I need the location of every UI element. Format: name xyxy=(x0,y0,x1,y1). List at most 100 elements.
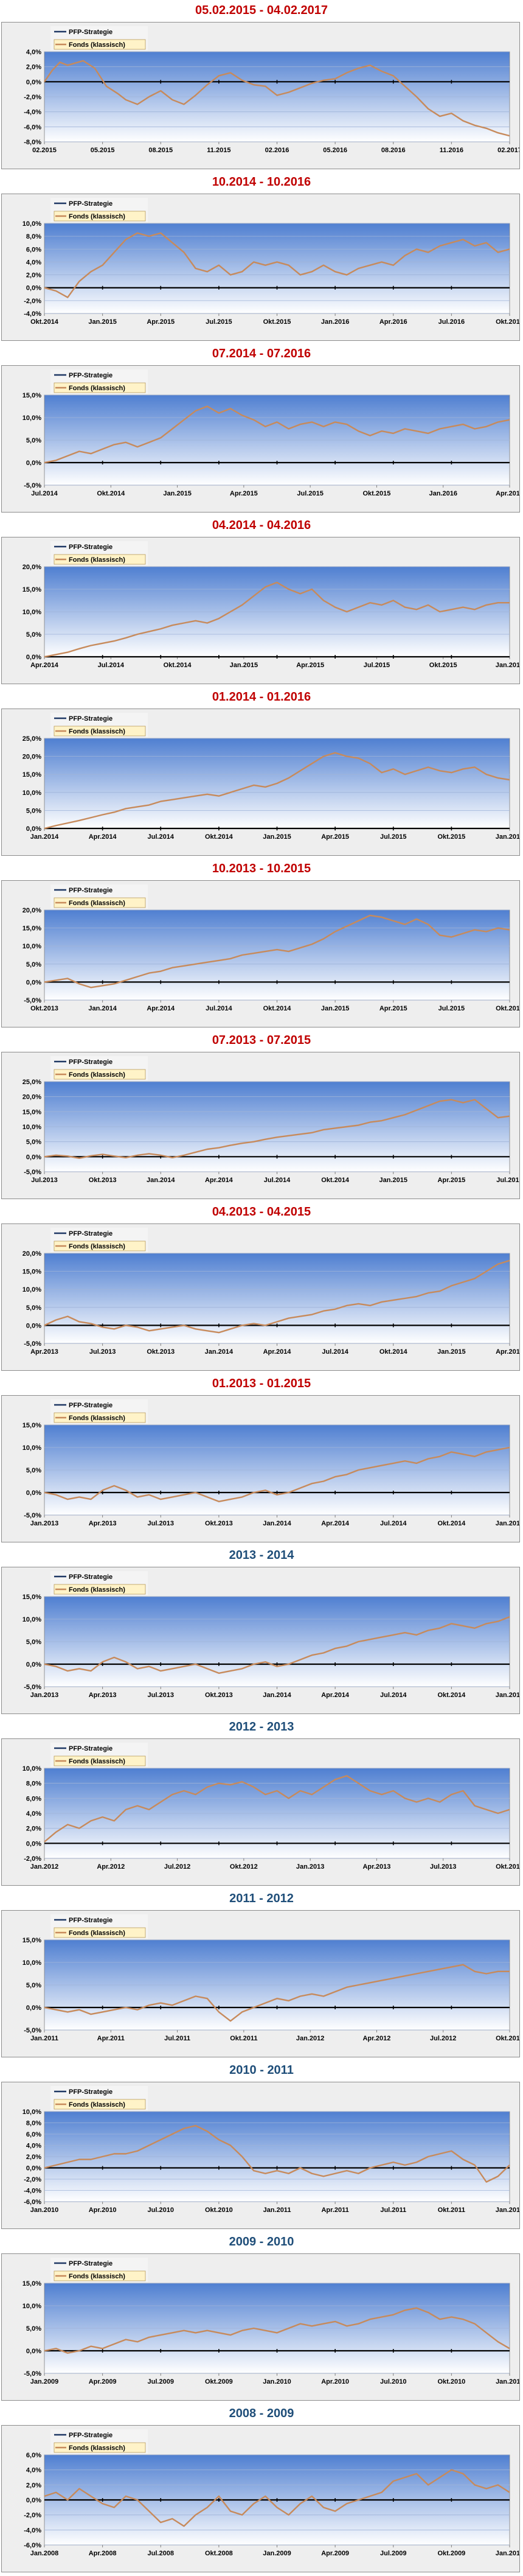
chart-frame: 20,0% 15,0% 10,0% 5,0% 0,0% -5,0% Apr.2013 Jul.… xyxy=(1,1223,520,1371)
chart-title: 01.2013 - 01.2015 xyxy=(212,1377,311,1390)
y-tick-label: -2,0% xyxy=(24,1855,41,1863)
y-tick-label: 5,0% xyxy=(26,1982,41,1989)
x-tick-label: Apr.2015 xyxy=(321,833,349,841)
legend: PFP-Strategie Fonds (klassisch) xyxy=(50,26,148,51)
chart-frame: 20,0% 15,0% 10,0% 5,0% 0,0% -5,0% Okt.2013 Jan.… xyxy=(1,880,520,1027)
series-line-fonds-klassisch xyxy=(44,1259,510,1334)
series-line-fonds-klassisch xyxy=(44,581,510,658)
chart-frame: 4,0% 2,0% 0,0% -2,0% -4,0% -6,0% -8,0% 02.2015 0… xyxy=(1,22,520,169)
y-tick-label: 6,0% xyxy=(26,2452,41,2459)
x-tick-label: Jan.2015 xyxy=(88,318,116,326)
x-tick-label: Jan.2015 xyxy=(163,490,191,497)
series-line-fonds-klassisch xyxy=(44,1616,510,1675)
x-tick-label: Okt.2013 xyxy=(496,1863,519,1871)
x-tick-label: Apr.2013 xyxy=(89,1520,117,1527)
y-tick-label: 2,0% xyxy=(26,272,41,279)
y-tick-label: 15,0% xyxy=(23,586,41,593)
chart-title: 04.2013 - 04.2015 xyxy=(212,1205,311,1219)
y-tick-label: 15,0% xyxy=(23,1269,41,1276)
chart-frame: 20,0% 15,0% 10,0% 5,0% 0,0% Apr.2014 Jul.2014 O… xyxy=(1,537,520,684)
x-tick-label: Apr.2014 xyxy=(321,1520,350,1527)
y-tick-label: 6,0% xyxy=(26,1795,41,1802)
x-tick-label: Okt.2011 xyxy=(438,2207,465,2214)
x-tick-label: Jan.2015 xyxy=(263,833,291,841)
chart-title: 10.2013 - 10.2015 xyxy=(212,862,311,875)
y-tick-label: 0,0% xyxy=(26,1661,41,1668)
y-tick-label: 15,0% xyxy=(23,1594,41,1601)
x-tick-label: Jul.2008 xyxy=(148,2550,174,2557)
x-tick-label: Jan.2012 xyxy=(296,2035,324,2042)
x-tick-label: 08.2016 xyxy=(381,147,406,154)
legend-label-fonds: Fonds (klassisch) xyxy=(69,728,125,735)
legend-label-fonds: Fonds (klassisch) xyxy=(69,213,125,220)
y-tick-label: -4,0% xyxy=(24,310,41,318)
x-tick-label: Okt.2015 xyxy=(496,1005,519,1012)
y-tick-label: 0,0% xyxy=(26,1840,41,1847)
legend-highlight xyxy=(54,2442,146,2453)
chart-panel: 07.2014 - 07.2016 15,0% 10,0% 5,0% 0,0% -5,0%… xyxy=(0,343,523,515)
x-tick-label: Okt.2013 xyxy=(89,1177,117,1184)
chart-frame: 25,0% 20,0% 15,0% 10,0% 5,0% 0,0% Jan.2014 Apr.… xyxy=(1,709,520,856)
legend-label-fonds: Fonds (klassisch) xyxy=(69,1586,125,1594)
legend-label-pfp-strategie: PFP-Strategie xyxy=(69,2432,113,2439)
x-tick-label: Jan.2013 xyxy=(30,1692,58,1699)
y-tick-label: 10,0% xyxy=(23,415,41,422)
legend: PFP-Strategie Fonds (klassisch) xyxy=(50,713,148,737)
y-tick-label: 4,0% xyxy=(26,1810,41,1818)
series-line-fonds-klassisch xyxy=(44,1446,510,1503)
x-tick-label: Okt.2016 xyxy=(496,318,519,326)
y-tick-label: 10,0% xyxy=(23,1286,41,1293)
y-tick-label: -6,0% xyxy=(24,124,41,131)
chart-svg: 15,0% 10,0% 5,0% 0,0% -5,0%Jan.2013 Apr.2013 J… xyxy=(23,1571,519,1699)
y-tick-label: -5,0% xyxy=(24,1169,41,1176)
x-tick-label: Jul.2013 xyxy=(148,1520,174,1527)
x-tick-label: Jan.2015 xyxy=(496,1692,519,1699)
y-tick-label: -2,0% xyxy=(24,2512,41,2519)
x-tick-label: Apr.2008 xyxy=(89,2550,117,2557)
x-tick-label: Okt.2014 xyxy=(437,1692,466,1699)
x-tick-label: Apr.2014 xyxy=(30,662,59,669)
y-tick-label: 4,0% xyxy=(26,259,41,266)
x-tick-label: Apr.2011 xyxy=(97,2035,125,2042)
legend-label-pfp-strategie: PFP-Strategie xyxy=(69,715,113,723)
chart-title: 2009 - 2010 xyxy=(229,2235,294,2249)
x-tick-label: Jul.2015 xyxy=(496,1177,519,1184)
legend-highlight xyxy=(54,554,146,565)
y-tick-label: 8,0% xyxy=(26,2120,41,2127)
chart-svg: 20,0% 15,0% 10,0% 5,0% 0,0% -5,0%Okt.2013 Jan.… xyxy=(23,884,519,1012)
y-tick-label: 8,0% xyxy=(26,1780,41,1788)
y-tick-label: 10,0% xyxy=(23,1765,41,1773)
x-tick-label: Jul.2014 xyxy=(264,1177,291,1184)
y-tick-label: 15,0% xyxy=(23,1108,41,1116)
y-tick-label: 0,0% xyxy=(26,654,41,661)
x-tick-label: Apr.2014 xyxy=(205,1177,234,1184)
x-tick-label: Okt.2009 xyxy=(437,2550,465,2557)
x-tick-label: Okt.2014 xyxy=(321,1177,350,1184)
x-tick-label: Jan.2010 xyxy=(30,2207,58,2214)
y-tick-label: 20,0% xyxy=(23,754,41,761)
x-tick-label: Jan.2009 xyxy=(263,2550,291,2557)
series-line-fonds-klassisch xyxy=(44,232,510,298)
x-tick-label: Jan.2016 xyxy=(496,662,519,669)
x-tick-label: Jul.2014 xyxy=(148,833,175,841)
legend-label-pfp-strategie: PFP-Strategie xyxy=(69,372,113,379)
x-tick-label: Okt.2013 xyxy=(205,1520,233,1527)
x-tick-label: Apr.2014 xyxy=(321,1692,350,1699)
legend-label-pfp-strategie: PFP-Strategie xyxy=(69,2088,113,2096)
chart-panel: 2008 - 2009 6,0% 4,0% 2,0% 0,0% -2,0% -4,0% -6,… xyxy=(0,2403,523,2575)
y-tick-label: 4,0% xyxy=(26,2467,41,2474)
chart-frame: 15,0% 10,0% 5,0% 0,0% -5,0% Jan.2013 Apr.2013 J… xyxy=(1,1567,520,1714)
y-tick-label: 10,0% xyxy=(23,1124,41,1131)
x-tick-label: Apr.2014 xyxy=(147,1005,175,1012)
chart-panel: 10.2013 - 10.2015 20,0% 15,0% 10,0% 5,0% 0,0%… xyxy=(0,858,523,1030)
x-tick-label: Okt.2013 xyxy=(30,1005,58,1012)
x-tick-label: Jul.2014 xyxy=(322,1348,348,1356)
chart-panel: 2013 - 2014 15,0% 10,0% 5,0% 0,0% -5,0% Jan.20… xyxy=(0,1545,523,1717)
y-tick-label: -6,0% xyxy=(24,2199,41,2206)
chart-svg: 25,0% 20,0% 15,0% 10,0% 5,0% 0,0%Jan.2014 Apr.… xyxy=(23,713,519,841)
x-tick-label: Jul.2013 xyxy=(31,1177,57,1184)
y-tick-label: 10,0% xyxy=(23,2303,41,2310)
legend-highlight xyxy=(54,2270,146,2281)
x-tick-label: Okt.2008 xyxy=(205,2550,233,2557)
